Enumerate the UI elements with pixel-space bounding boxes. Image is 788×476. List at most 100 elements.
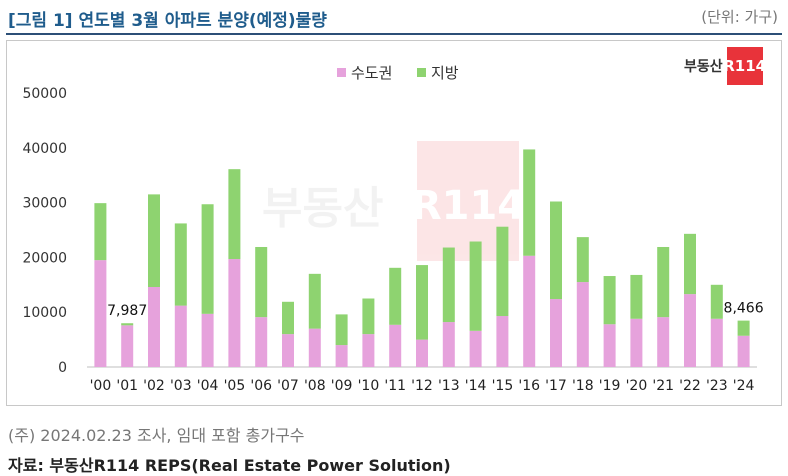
bar-regional [308, 273, 321, 329]
watermark: 부동산 R114 [262, 141, 525, 261]
bar-metro [737, 335, 750, 367]
bar-regional [550, 201, 562, 300]
bar-regional [148, 194, 160, 287]
source-note: 자료: 부동산R114 REPS(Real Estate Power Solut… [8, 456, 451, 475]
bar-regional [469, 241, 482, 331]
bar-regional [710, 284, 723, 319]
legend-swatch-metro [337, 68, 346, 77]
x-tick-label: '07 [277, 378, 299, 394]
legend-swatch-regional [417, 68, 426, 77]
x-tick-label: '15 [492, 378, 514, 394]
x-tick-label: '05 [224, 378, 246, 394]
bar-regional [335, 314, 348, 346]
bar-regional [576, 237, 589, 283]
x-tick-label: '24 [733, 378, 755, 394]
y-tick-label: 10000 [22, 305, 67, 321]
x-tick-label: '19 [599, 378, 621, 394]
bar-metro [550, 299, 562, 367]
bar-metro [335, 345, 348, 367]
x-tick-label: '13 [438, 378, 460, 394]
x-tick-label: '21 [652, 378, 674, 394]
x-tick-label: '04 [197, 378, 219, 394]
bar-metro [94, 260, 107, 367]
bar-metro [416, 339, 428, 367]
bar-metro [389, 324, 402, 367]
y-tick-label: 50000 [22, 86, 67, 102]
x-tick-label: '11 [384, 378, 406, 394]
bar-regional [94, 203, 107, 261]
x-tick-label: '10 [358, 378, 380, 394]
bar-metro [603, 324, 616, 367]
y-tick-label: 0 [58, 360, 67, 376]
bar-metro [657, 317, 670, 367]
bar-regional [389, 267, 402, 325]
data-label: 8,466 [724, 301, 764, 317]
bar-regional [174, 223, 187, 306]
watermark-box-text: R114 [411, 183, 525, 229]
chart-svg: 부동산 R114 0 10000 20000 30000 40000 50000 '00'01 '… [22, 64, 764, 394]
bar-metro [121, 325, 134, 367]
bar-metro [174, 305, 187, 367]
x-tick-label: '20 [626, 378, 648, 394]
bar-regional [523, 149, 536, 256]
bar-regional [121, 323, 134, 326]
brand-logo: 부동산 R114 [684, 47, 766, 85]
bar-metro [201, 313, 214, 367]
x-tick-label: '06 [250, 378, 272, 394]
bar-regional [496, 226, 509, 317]
bar-regional [282, 301, 294, 335]
x-tick-label: '18 [572, 378, 594, 394]
x-tick-label: '02 [143, 378, 165, 394]
logo-box: R114 [723, 47, 766, 85]
legend-label-metro: 수도권 [351, 64, 392, 82]
x-tick-label: '12 [411, 378, 433, 394]
x-tick-label: '23 [706, 378, 728, 394]
logo-text: 부동산 [684, 59, 723, 75]
bar-metro [362, 334, 375, 367]
bar-metro [442, 322, 455, 367]
bar-metro [523, 255, 536, 367]
bar-regional [657, 246, 670, 318]
bar-metro [228, 259, 241, 367]
footnote: (주) 2024.02.23 조사, 임대 포함 총가구수 [8, 426, 305, 445]
bar-regional [228, 169, 241, 260]
title-divider [6, 33, 782, 35]
bar-regional [737, 320, 750, 336]
bar-regional [416, 265, 428, 340]
chart-title: [그림 1] 연도별 3월 아파트 분양(예정)물량 [8, 11, 327, 31]
x-tick-label: '01 [116, 378, 138, 394]
x-tick-label: '09 [331, 378, 353, 394]
bar-metro [282, 334, 294, 367]
bar-metro [576, 282, 589, 367]
bar-metro [308, 328, 321, 367]
x-tick-label: '00 [90, 378, 112, 394]
unit-label: (단위: 가구) [701, 8, 778, 26]
bar-metro [684, 294, 696, 367]
bar-metro [255, 317, 268, 367]
x-tick-label: '08 [304, 378, 326, 394]
bar-regional [684, 233, 696, 295]
x-tick-label: '03 [170, 378, 192, 394]
watermark-text: 부동산 [262, 183, 383, 234]
bar-regional [362, 298, 375, 335]
bar-metro [496, 316, 509, 367]
y-tick-label: 30000 [22, 196, 67, 212]
bar-metro [148, 286, 160, 367]
y-tick-label: 20000 [22, 250, 67, 266]
data-label: 7,987 [107, 303, 147, 319]
x-tick-label: '17 [545, 378, 567, 394]
bar-regional [603, 276, 616, 325]
legend-label-regional: 지방 [431, 64, 459, 82]
bar-metro [469, 330, 482, 367]
bar-regional [201, 204, 214, 314]
bar-regional [255, 246, 268, 318]
y-tick-label: 40000 [22, 141, 67, 157]
x-tick-label: '14 [465, 378, 487, 394]
chart-frame: 부동산 R114 0 10000 20000 30000 40000 50000'00'01 '… [6, 40, 782, 406]
bar-regional [442, 247, 455, 323]
x-tick-label: '16 [518, 378, 540, 394]
bar-metro [710, 318, 723, 367]
bar-regional [630, 274, 643, 319]
bar-metro [630, 318, 643, 367]
x-tick-label: '22 [679, 378, 701, 394]
